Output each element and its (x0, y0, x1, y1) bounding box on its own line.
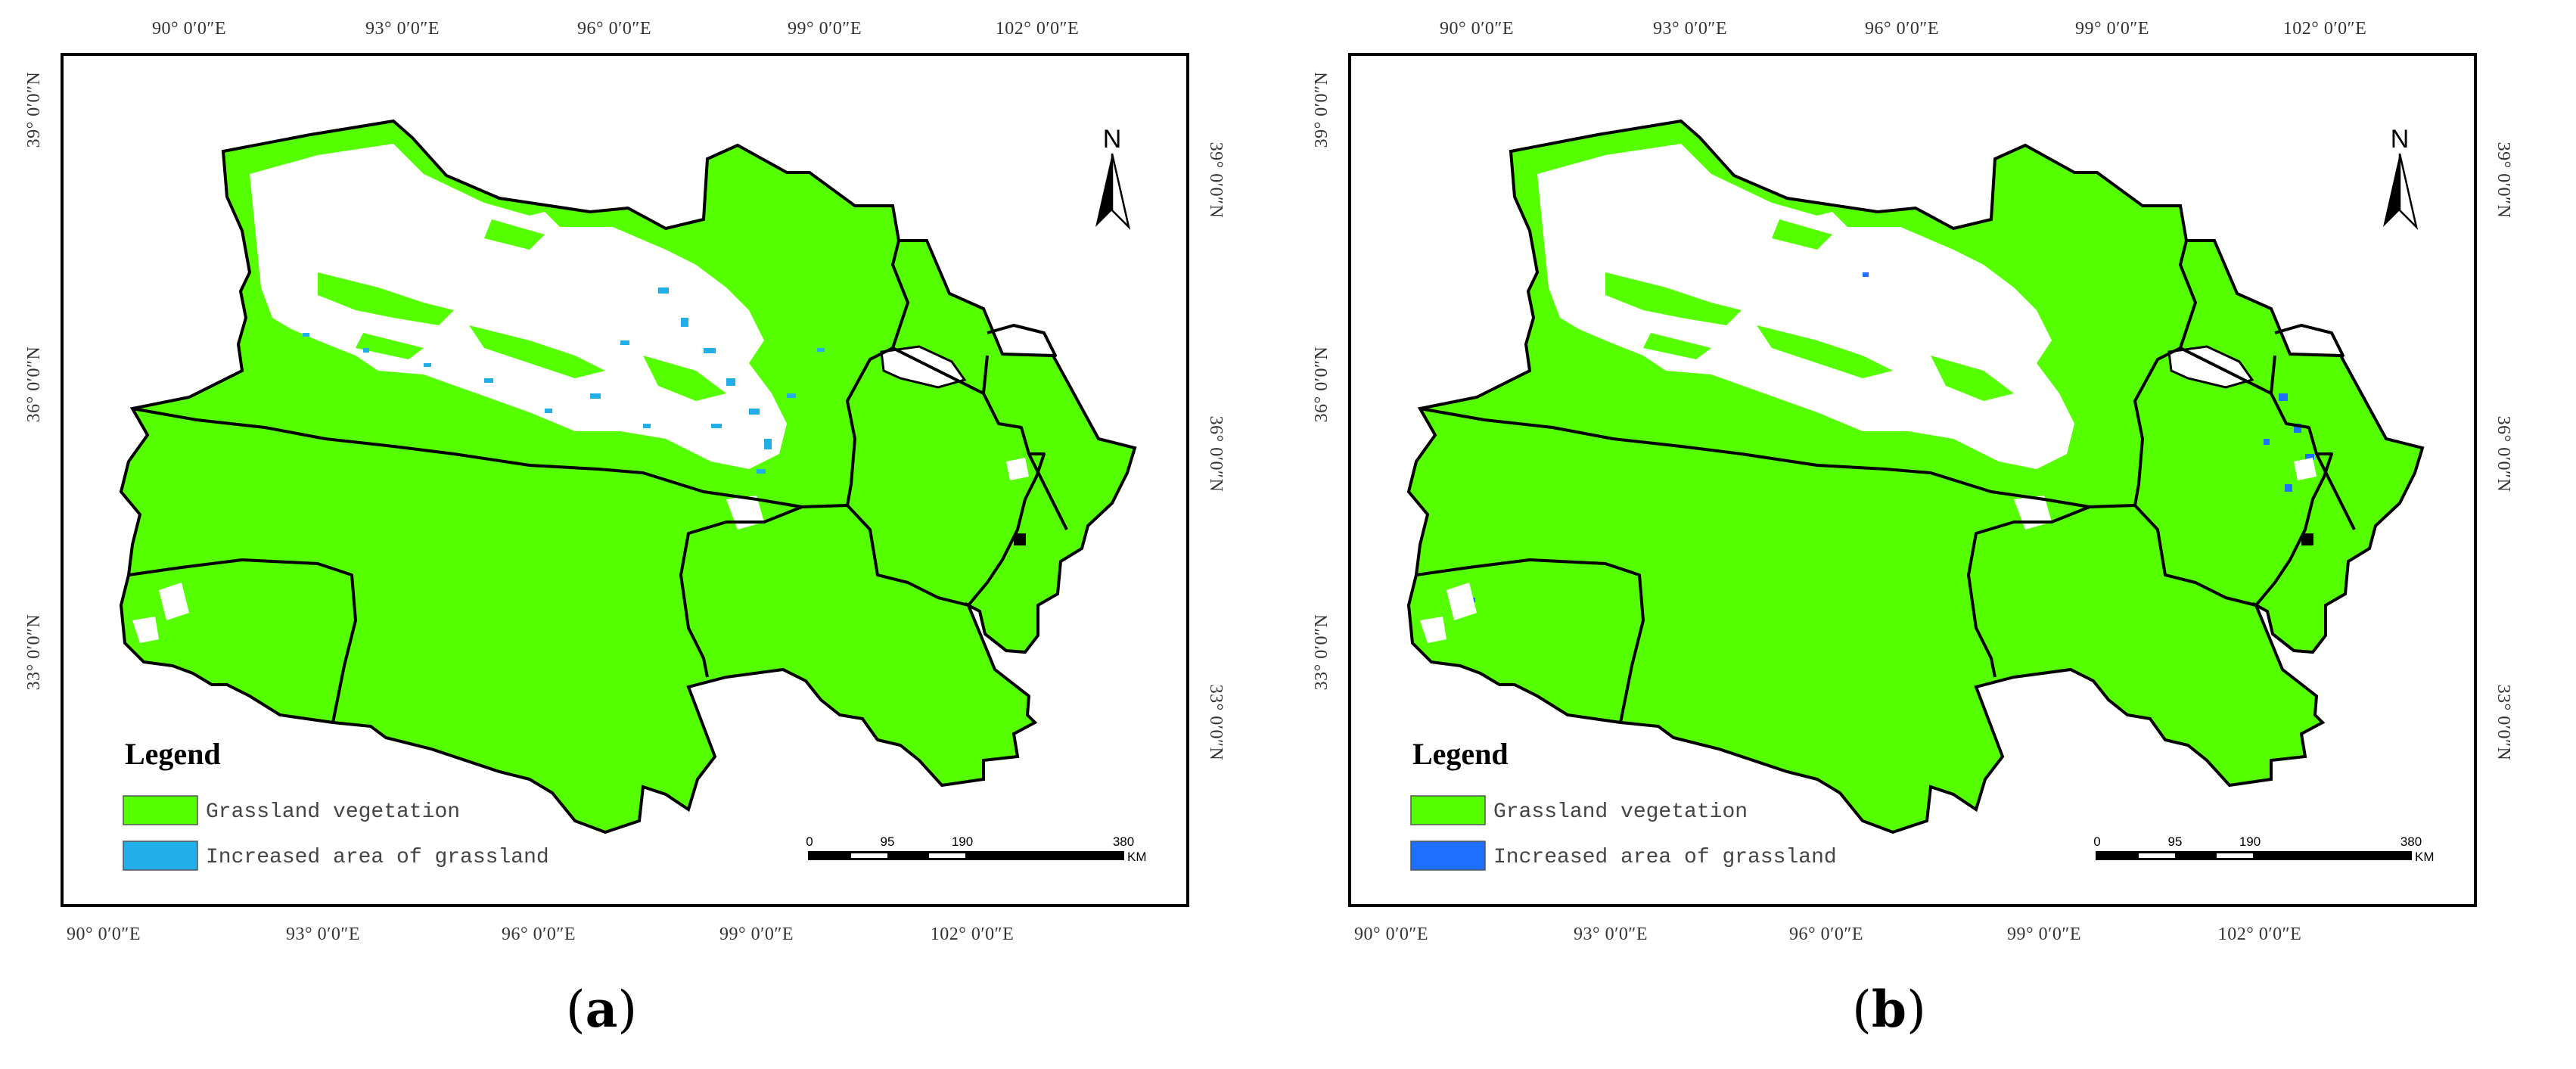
left-latitude-label: 33° 0′0″N (24, 614, 44, 691)
map-panel-b: 90° 0′0″E 93° 0′0″E 96° 0′0″E 99° 0′0″E … (1288, 0, 2576, 1069)
bottom-longitude-label: 96° 0′0″E (1789, 924, 1863, 944)
vegetation-patch (1772, 219, 1832, 250)
top-longitude-label: 93° 0′0″E (1653, 19, 1727, 39)
svg-text:N: N (2391, 125, 2410, 154)
bare-area (1006, 458, 1029, 480)
bare-area (2294, 458, 2317, 480)
bare-area (159, 583, 189, 620)
lake (2167, 345, 2254, 389)
legend-title: Legend (1412, 737, 1509, 771)
top-longitude-label: 90° 0′0″E (152, 19, 226, 39)
right-latitude-label: 36° 0′0″N (1206, 416, 1226, 493)
bottom-longitude-label: 90° 0′0″E (67, 924, 141, 944)
bare-area (1420, 617, 1446, 643)
top-longitude-label: 99° 0′0″E (2075, 19, 2149, 39)
top-longitude-label: 102° 0′0″E (2283, 19, 2367, 39)
legend-label-increase: Increased area of grassland (1493, 846, 1837, 869)
bare-area (1446, 583, 1477, 620)
top-longitude-label: 90° 0′0″E (1440, 19, 1514, 39)
svg-text:95: 95 (881, 834, 895, 849)
svg-text:380: 380 (2400, 834, 2422, 849)
left-latitude-label: 39° 0′0″N (1312, 72, 1332, 148)
north-arrow: N (1095, 125, 1131, 230)
svg-text:0: 0 (2093, 834, 2100, 849)
city-marker (1014, 533, 1026, 545)
legend-swatch-grassland (1410, 795, 1486, 825)
left-latitude-label: 36° 0′0″N (24, 346, 44, 423)
vegetation-patch (484, 219, 545, 250)
legend-swatch-grassland (123, 795, 198, 825)
bottom-longitude-label: 93° 0′0″E (286, 924, 360, 944)
legend-swatch-increase (123, 841, 198, 871)
right-latitude-label: 36° 0′0″N (2494, 416, 2513, 493)
panel-label: (a) (565, 980, 638, 1039)
increased-area-markers (303, 287, 825, 474)
svg-text:380: 380 (1113, 834, 1134, 849)
vegetation-patch (643, 356, 726, 401)
svg-text:190: 190 (2239, 834, 2261, 849)
svg-text:KM: KM (2415, 850, 2435, 864)
vegetation-patch (1757, 325, 1893, 378)
legend-label-grassland: Grassland vegetation (1493, 800, 1748, 824)
legend-label-increase: Increased area of grassland (206, 846, 549, 869)
top-longitude-label: 96° 0′0″E (577, 19, 651, 39)
left-latitude-label: 33° 0′0″N (1312, 614, 1332, 691)
top-longitude-label: 99° 0′0″E (788, 19, 862, 39)
right-latitude-label: 39° 0′0″N (1206, 142, 1226, 219)
scale-bar: 0 95 190 380 KM (806, 834, 1146, 864)
bare-area (132, 617, 159, 643)
right-latitude-label: 39° 0′0″N (2494, 142, 2513, 219)
city-marker (2301, 533, 2313, 545)
top-longitude-label: 93° 0′0″E (365, 19, 440, 39)
bottom-longitude-label: 90° 0′0″E (1354, 924, 1428, 944)
bottom-longitude-label: 102° 0′0″E (2218, 924, 2302, 944)
legend: Legend Grassland vegetation Increased ar… (1410, 737, 1837, 871)
bottom-longitude-label: 99° 0′0″E (2007, 924, 2081, 944)
legend-title: Legend (125, 737, 221, 771)
internal-boundaries (128, 240, 1068, 723)
svg-text:0: 0 (806, 834, 813, 849)
map-panel-a: 90° 0′0″E 93° 0′0″E 96° 0′0″E 99° 0′0″E … (24, 19, 1226, 1039)
bottom-longitude-label: 93° 0′0″E (1574, 924, 1648, 944)
vegetation-patch (1931, 356, 2014, 401)
vegetation-patch (1643, 333, 1711, 359)
vegetation-patch (1605, 272, 1742, 325)
vegetation-patch (469, 325, 605, 378)
lake (880, 345, 967, 389)
legend-label-grassland: Grassland vegetation (206, 800, 460, 824)
legend-swatch-increase (1410, 841, 1486, 871)
scale-bar: 0 95 190 380 KM (2093, 834, 2434, 864)
svg-text:N: N (1103, 125, 1122, 154)
vegetation-patch (318, 272, 454, 325)
legend: Legend Grassland vegetation Increased ar… (123, 737, 549, 871)
bare-area (1537, 144, 2074, 469)
top-longitude-label: 96° 0′0″E (1865, 19, 1939, 39)
bottom-longitude-label: 99° 0′0″E (719, 924, 794, 944)
svg-text:95: 95 (2168, 834, 2183, 849)
vegetation-patch (356, 333, 424, 359)
left-latitude-label: 36° 0′0″N (1312, 346, 1332, 423)
internal-boundaries (1415, 240, 2356, 723)
panel-label: (b) (1852, 980, 1926, 1039)
bare-area (250, 144, 787, 469)
svg-text:KM: KM (1127, 850, 1147, 864)
top-longitude-label: 102° 0′0″E (996, 19, 1080, 39)
bottom-longitude-label: 102° 0′0″E (931, 924, 1015, 944)
right-latitude-label: 33° 0′0″N (2494, 685, 2513, 761)
left-latitude-label: 39° 0′0″N (24, 72, 44, 148)
right-latitude-label: 33° 0′0″N (1206, 685, 1226, 761)
svg-text:190: 190 (952, 834, 973, 849)
north-arrow: N (2383, 125, 2419, 230)
bottom-longitude-label: 96° 0′0″E (502, 924, 576, 944)
